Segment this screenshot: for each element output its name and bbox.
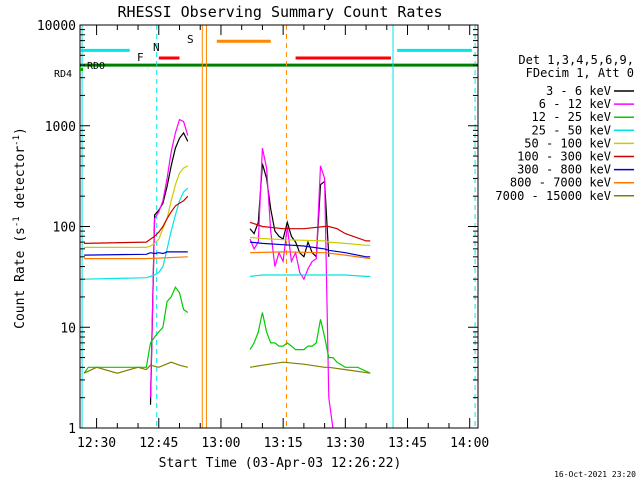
ylabel-end: ) xyxy=(13,127,28,135)
series-line-7-seg-0 xyxy=(84,256,188,260)
footer-date: 16-Oct-2021 23:20 xyxy=(554,470,636,479)
legend-label-3: 25 - 50 keV xyxy=(532,123,611,137)
series-line-7-seg-1 xyxy=(249,251,371,260)
axes: 10000 1000 100 10 112:30 12:45 13:00 13:15 13:30… xyxy=(37,19,489,451)
y-axis-label: Count Rate (s-1 detector-1) xyxy=(12,127,28,329)
x-axis-label: Start Time (03-Apr-03 12:26:22) xyxy=(159,456,402,471)
y-tick-label-2: 100 xyxy=(53,221,76,236)
legend-label-5: 100 - 300 keV xyxy=(517,150,611,164)
series-lines xyxy=(83,118,371,429)
series-line-6-seg-1 xyxy=(249,241,371,258)
legend-title-1: Det 1,3,4,5,6,9, xyxy=(518,53,634,67)
y-tick-label-1: 1000 xyxy=(45,120,76,135)
x-tick-label-1: 12:45 xyxy=(139,436,178,451)
y-tick-label-4: 1 xyxy=(68,422,76,437)
x-tick-label-6: 14:00 xyxy=(450,436,489,451)
y-tick-label-3: 10 xyxy=(60,321,76,336)
legend-label-2: 12 - 25 keV xyxy=(532,110,611,124)
series-line-0-seg-0 xyxy=(149,131,189,405)
plot-background xyxy=(80,25,478,428)
legend: Det 1,3,4,5,6,9, FDecim 1, Att 0 3 - 6 k… xyxy=(495,53,634,203)
series-line-3-seg-1 xyxy=(249,274,371,277)
svg-text:Count Rate (s-1 detector-1): Count Rate (s-1 detector-1) xyxy=(12,127,28,329)
legend-label-0: 3 - 6 keV xyxy=(546,84,611,98)
flag-labels: N F S RDO RD4 xyxy=(54,33,194,80)
ylabel-sup2: -1 xyxy=(12,135,22,146)
series-line-5-seg-1 xyxy=(249,221,371,242)
x-tick-label-0: 12:30 xyxy=(77,436,116,451)
ylabel-sup1: -1 xyxy=(12,216,22,227)
ylabel-main: Count Rate (s xyxy=(13,227,28,329)
legend-label-6: 300 - 800 keV xyxy=(517,163,611,177)
flag-bars xyxy=(80,39,478,67)
ylabel-mid: detector xyxy=(13,146,28,217)
x-tick-label-5: 13:45 xyxy=(388,436,427,451)
legend-label-1: 6 - 12 keV xyxy=(539,97,611,111)
x-tick-label-3: 13:15 xyxy=(264,436,303,451)
series-line-2-seg-1 xyxy=(249,312,371,374)
series-line-4-seg-1 xyxy=(249,236,371,246)
flag-label-f: F xyxy=(137,51,144,64)
series-line-8-seg-1 xyxy=(249,361,371,374)
y-tick-label-0: 10000 xyxy=(37,19,76,34)
series-line-1-seg-1 xyxy=(249,147,334,429)
x-tick-label-2: 13:00 xyxy=(201,436,240,451)
chart-title: RHESSI Observing Summary Count Rates xyxy=(117,3,442,21)
series-line-5-seg-0 xyxy=(84,195,189,244)
flag-label-s: S xyxy=(187,33,194,46)
series-line-6-seg-0 xyxy=(84,251,188,256)
flag-label-rdo: RDO xyxy=(87,61,105,72)
legend-title-2: FDecim 1, Att 0 xyxy=(526,66,634,80)
series-line-1-seg-0 xyxy=(149,118,189,398)
series-line-8-seg-0 xyxy=(83,361,188,374)
flag-label-n: N xyxy=(153,41,160,54)
flag-label-rd4: RD4 xyxy=(54,69,72,80)
x-tick-label-4: 13:30 xyxy=(326,436,365,451)
rd4-marker xyxy=(80,68,83,71)
legend-label-7: 800 - 7000 keV xyxy=(510,176,611,190)
legend-label-8: 7000 - 15000 keV xyxy=(495,189,611,203)
plot-area xyxy=(80,25,478,428)
series-line-2-seg-0 xyxy=(83,286,189,374)
legend-label-4: 50 - 100 keV xyxy=(524,136,611,150)
